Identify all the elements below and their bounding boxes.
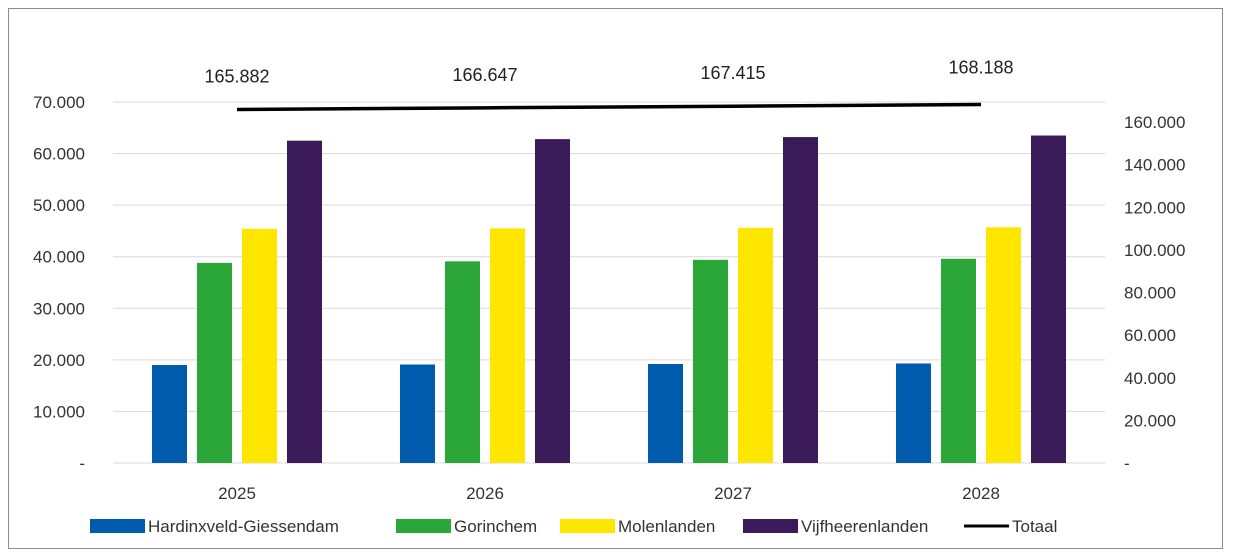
left-tick-label: 50.000 bbox=[33, 196, 85, 215]
totaal-data-label: 167.415 bbox=[700, 63, 765, 83]
right-tick-label: 40.000 bbox=[1124, 369, 1176, 388]
right-tick-label: 60.000 bbox=[1124, 326, 1176, 345]
legend-swatch-molenlanden bbox=[560, 519, 615, 533]
legend-label-molenlanden: Molenlanden bbox=[618, 517, 715, 536]
right-tick-label: 80.000 bbox=[1124, 284, 1176, 303]
left-tick-label: 30.000 bbox=[33, 299, 85, 318]
bar-molenlanden bbox=[242, 228, 277, 463]
bar-gorinchem bbox=[197, 262, 232, 463]
bar-hardinxveld-giessendam bbox=[896, 363, 931, 463]
left-tick-label: 20.000 bbox=[33, 351, 85, 370]
bar-gorinchem bbox=[445, 261, 480, 463]
left-tick-label: 40.000 bbox=[33, 248, 85, 267]
bar-hardinxveld-giessendam bbox=[400, 364, 435, 463]
left-tick-label: - bbox=[79, 454, 85, 473]
bar-vijfheerenlanden bbox=[535, 139, 570, 464]
right-tick-label: 100.000 bbox=[1124, 241, 1185, 260]
legend-label-hardinxveld-giessendam: Hardinxveld-Giessendam bbox=[148, 517, 339, 536]
legend-label-gorinchem: Gorinchem bbox=[454, 517, 537, 536]
x-tick-label: 2025 bbox=[218, 484, 256, 503]
bar-gorinchem bbox=[941, 258, 976, 463]
x-tick-label: 2027 bbox=[714, 484, 752, 503]
totaal-data-label: 168.188 bbox=[948, 58, 1013, 78]
totaal-data-label: 165.882 bbox=[204, 66, 269, 86]
bar-molenlanden bbox=[490, 228, 525, 463]
left-tick-label: 10.000 bbox=[33, 402, 85, 421]
bar-hardinxveld-giessendam bbox=[648, 363, 683, 463]
totaal-data-label: 166.647 bbox=[452, 65, 517, 85]
legend-swatch-vijfheerenlanden bbox=[743, 519, 798, 533]
right-tick-label: 160.000 bbox=[1124, 113, 1185, 132]
bar-molenlanden bbox=[738, 227, 773, 463]
legend-label-vijfheerenlanden: Vijfheerenlanden bbox=[801, 517, 928, 536]
bar-vijfheerenlanden bbox=[783, 137, 818, 463]
left-tick-label: 70.000 bbox=[33, 93, 85, 112]
right-tick-label: 120.000 bbox=[1124, 198, 1185, 217]
legend-label-totaal: Totaal bbox=[1012, 517, 1057, 536]
right-tick-label: - bbox=[1124, 454, 1130, 473]
left-tick-label: 60.000 bbox=[33, 145, 85, 164]
x-tick-label: 2026 bbox=[466, 484, 504, 503]
legend-swatch-hardinxveld-giessendam bbox=[90, 519, 145, 533]
totaal-line bbox=[236, 102, 982, 112]
right-tick-label: 140.000 bbox=[1124, 156, 1185, 175]
bar-hardinxveld-giessendam bbox=[152, 365, 187, 463]
legend-swatch-gorinchem bbox=[396, 519, 451, 533]
bar-vijfheerenlanden bbox=[1031, 135, 1066, 463]
right-tick-label: 20.000 bbox=[1124, 411, 1176, 430]
bar-vijfheerenlanden bbox=[287, 140, 322, 463]
x-tick-label: 2028 bbox=[962, 484, 1000, 503]
bar-molenlanden bbox=[986, 227, 1021, 463]
bar-gorinchem bbox=[693, 259, 728, 463]
